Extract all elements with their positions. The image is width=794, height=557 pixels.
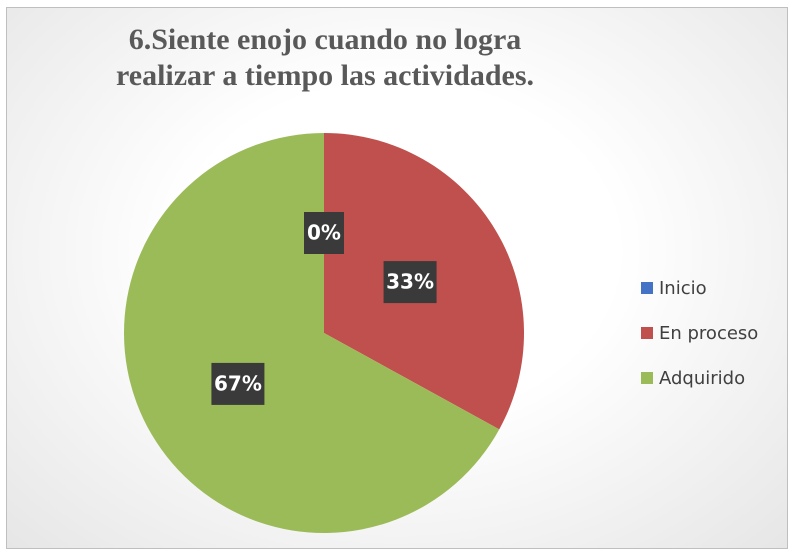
chart-title: 6.Siente enojo cuando no logra realizar … [115,23,534,92]
pie-slice [123,133,500,533]
legend-swatch [641,372,653,384]
data-label: 33% [386,270,434,294]
legend-label: Adquirido [659,368,745,389]
data-label: 0% [307,221,341,245]
data-label-box [383,261,437,304]
legend-swatch [641,282,653,294]
legend-label: Inicio [659,278,707,299]
data-label: 67% [214,371,262,395]
legend-label: En proceso [659,323,758,344]
legend-swatch [641,327,653,339]
data-label-box [304,212,344,254]
data-label-box [211,362,265,405]
